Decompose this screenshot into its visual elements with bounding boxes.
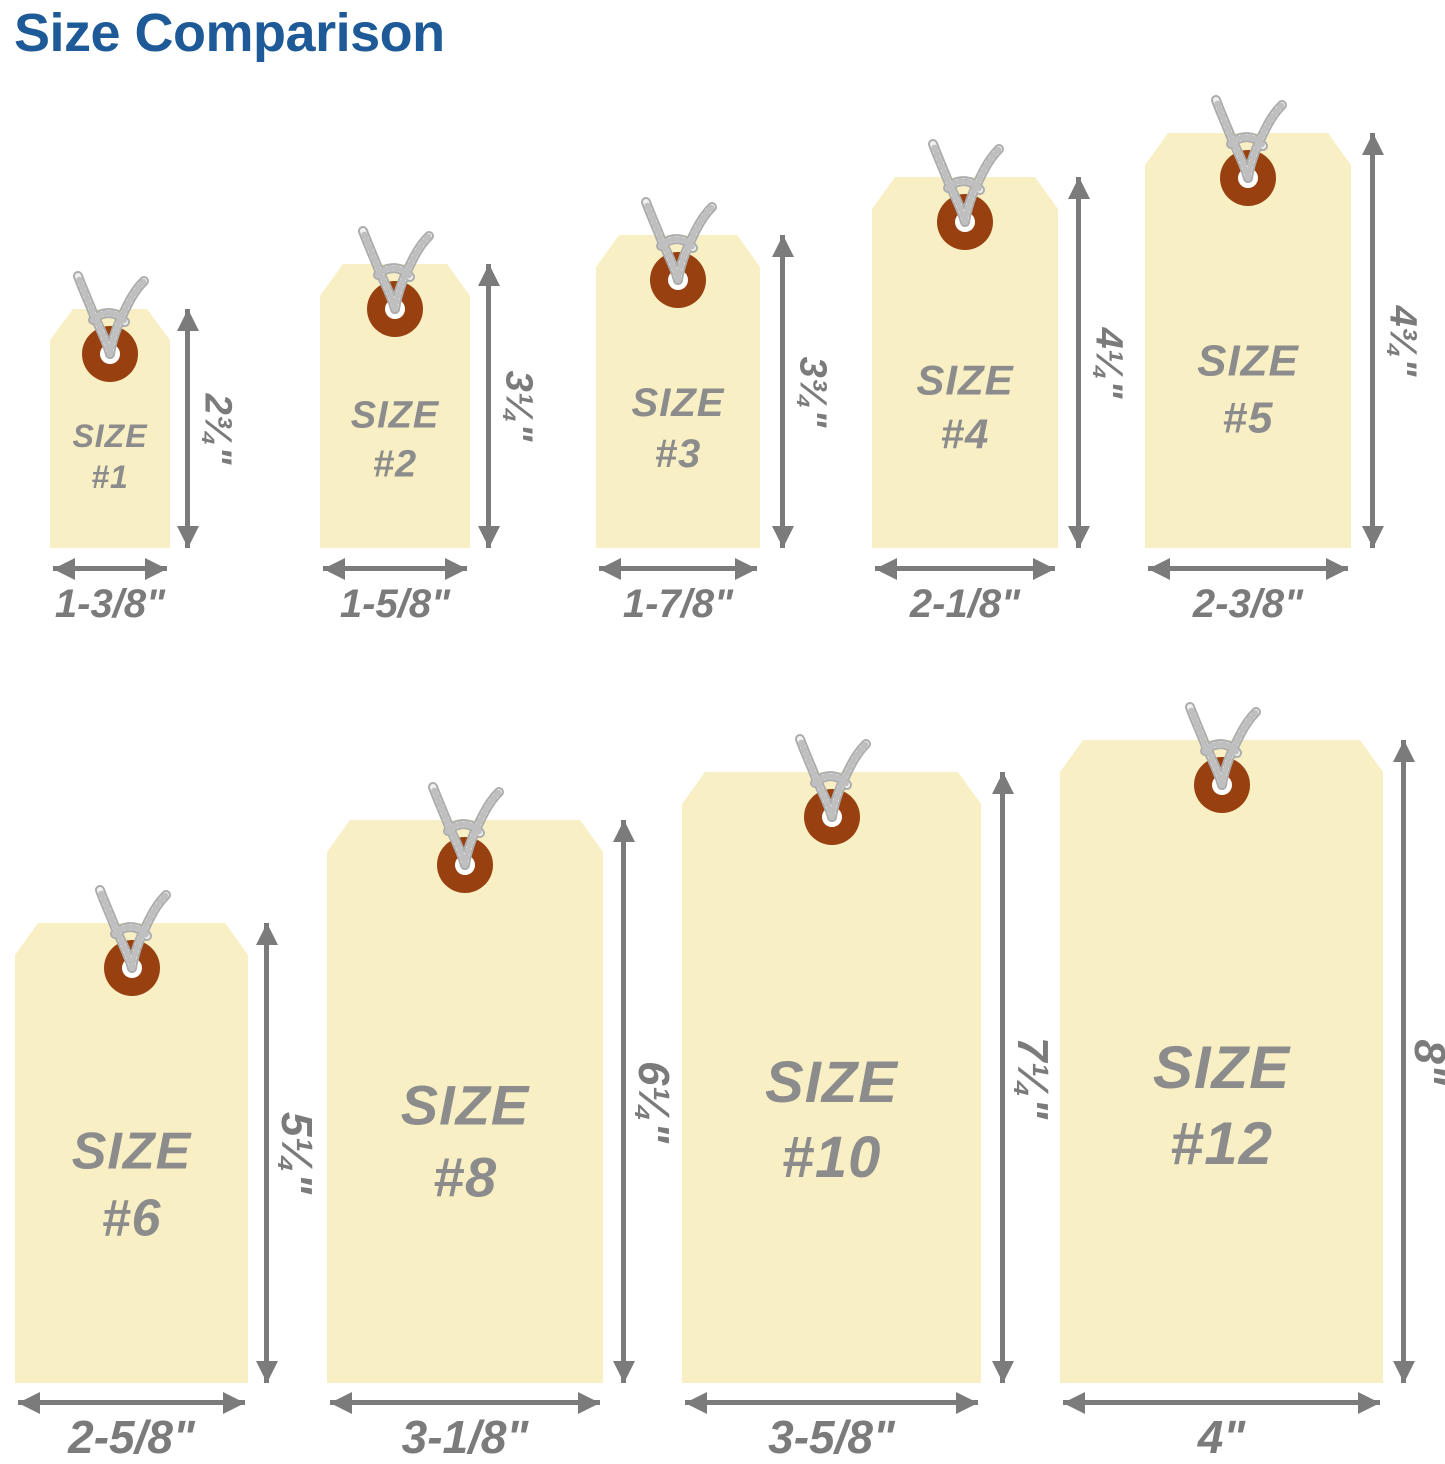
height-label: 8" [1405, 1038, 1445, 1085]
tag-size-label: SIZE #2 [320, 391, 470, 488]
tag-size-number: #6 [101, 1189, 162, 1248]
string-icon [794, 734, 871, 822]
string-icon [641, 197, 717, 285]
height-label: 3¼" [497, 370, 540, 442]
tag-size-label: SIZE #3 [596, 378, 760, 480]
tag-size-word: SIZE [765, 1050, 898, 1116]
width-arrow [685, 1400, 978, 1405]
width-label: 3-5/8" [768, 1411, 895, 1463]
tag-size-number: #1 [91, 459, 129, 496]
height-arrow [477, 264, 500, 548]
height-label: 4¼" [1087, 327, 1130, 398]
tag-size-label: SIZE #1 [50, 416, 170, 498]
height-label: 4¾" [1381, 305, 1424, 376]
tag-size-word: SIZE [631, 380, 725, 425]
tag-size-word: SIZE [916, 356, 1014, 404]
width-label: 2-3/8" [1192, 582, 1304, 626]
tag-size-number: #2 [372, 443, 418, 486]
tag-size-number: #12 [1169, 1110, 1274, 1178]
tag-size-word: SIZE [1197, 336, 1299, 386]
tag-size-word: SIZE [72, 418, 148, 455]
tag-size-word: SIZE [400, 1073, 530, 1137]
width-arrow [18, 1400, 245, 1405]
width-arrow [1148, 566, 1348, 571]
width-arrow [599, 566, 757, 571]
height-arrow [1392, 740, 1415, 1383]
height-label: 3¾" [791, 356, 834, 427]
page-title: Size Comparison [14, 3, 445, 63]
width-label: 2-5/8" [68, 1411, 195, 1463]
width-arrow [323, 566, 467, 571]
tag-size-label: SIZE #8 [327, 1069, 603, 1212]
width-arrow [875, 566, 1055, 571]
tag-size-word: SIZE [350, 394, 440, 437]
string-icon [73, 271, 149, 359]
width-arrow [330, 1400, 600, 1405]
width-label: 4" [1197, 1411, 1246, 1463]
tag-size-label: SIZE #5 [1145, 334, 1351, 447]
tag-shape [682, 772, 981, 1383]
height-label: 2¾" [196, 393, 239, 464]
width-label: 2-1/8" [909, 582, 1021, 626]
string-icon [1211, 95, 1287, 183]
tag-shape [327, 820, 603, 1383]
height-arrow [612, 820, 635, 1383]
height-arrow [176, 309, 199, 548]
string-icon [1184, 702, 1261, 790]
height-arrow [771, 235, 794, 548]
tag-shape [15, 923, 248, 1383]
height-label: 5¼" [272, 1111, 321, 1195]
width-label: 1-3/8" [54, 582, 166, 626]
height-arrow [1067, 177, 1090, 548]
tag-size-label: SIZE #4 [872, 353, 1058, 461]
string-icon [928, 139, 1004, 227]
tag-size-number: #5 [1222, 393, 1274, 443]
tag-size-number: #4 [940, 410, 990, 458]
tag-size-label: SIZE #12 [1060, 1030, 1383, 1184]
height-arrow [255, 923, 278, 1383]
height-arrow [991, 772, 1014, 1383]
width-arrow [53, 566, 167, 571]
tag-size-number: #8 [432, 1144, 498, 1208]
string-icon [428, 782, 504, 870]
height-label: 7¼" [1008, 1036, 1057, 1119]
height-arrow [1361, 133, 1384, 548]
tag-size-number: #3 [654, 432, 702, 477]
tag-size-word: SIZE [71, 1122, 192, 1181]
width-label: 1-5/8" [339, 582, 451, 626]
tag-size-label: SIZE #6 [15, 1119, 248, 1252]
string-icon [358, 226, 434, 314]
width-arrow [1063, 1400, 1380, 1405]
width-label: 3-1/8" [401, 1411, 529, 1463]
tag-size-label: SIZE #10 [682, 1046, 981, 1194]
tag-shape [1060, 740, 1383, 1383]
string-icon [94, 885, 171, 973]
height-label: 6¼" [629, 1060, 678, 1143]
tag-size-word: SIZE [1152, 1033, 1291, 1101]
width-label: 1-7/8" [622, 582, 734, 626]
tag-size-number: #10 [781, 1124, 882, 1190]
